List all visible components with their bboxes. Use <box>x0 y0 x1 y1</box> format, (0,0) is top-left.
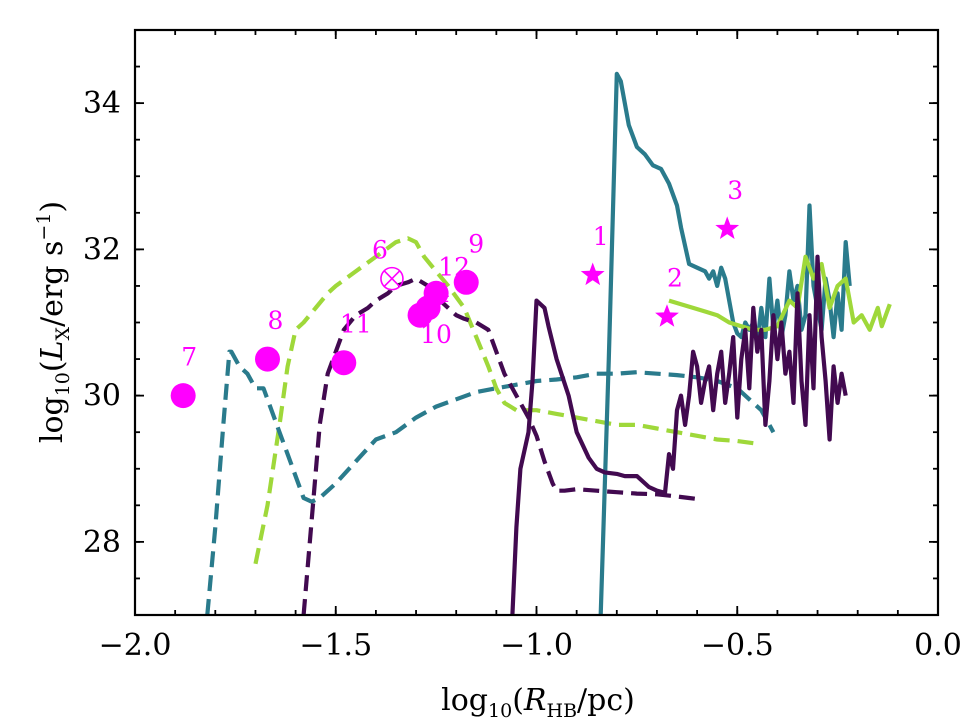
point-4-label: 4 <box>434 279 450 308</box>
y-label-base: 10 <box>52 372 74 396</box>
series-teal-dashed <box>205 349 776 615</box>
series-purple-solid <box>510 254 848 615</box>
point-7-label: 7 <box>181 343 197 372</box>
x-tick-label: −1.5 <box>299 628 372 663</box>
point-6-marker <box>380 266 404 291</box>
y-label-varsub: X <box>52 326 74 340</box>
y-tick-label: 30 <box>83 379 121 414</box>
point-6-label: 6 <box>372 236 388 265</box>
point-2-label: 2 <box>667 264 683 293</box>
x-axis-label: log10(RHB/pc) <box>441 683 635 722</box>
x-label-var: R <box>523 683 547 718</box>
y-axis-label: log10(LX/erg s−1) <box>33 201 74 443</box>
point-11-marker <box>331 350 357 376</box>
series-purple-dashed <box>301 276 702 615</box>
y-label-units: /erg s <box>35 241 70 327</box>
point-7-marker <box>170 383 196 409</box>
y-tick-label: 32 <box>83 232 121 267</box>
y-tick-label: 28 <box>83 525 121 560</box>
x-tick-label: −2.0 <box>99 628 172 663</box>
point-2-marker <box>655 304 679 327</box>
point-1-label: 1 <box>593 222 609 251</box>
point-11-label: 11 <box>340 310 372 339</box>
series-layer <box>205 71 892 615</box>
point-1-marker <box>580 262 605 286</box>
x-label-varsub: HB <box>547 700 578 722</box>
point-8-marker <box>254 346 280 372</box>
point-3-marker <box>715 216 740 239</box>
series-lime-solid <box>668 254 892 332</box>
x-label-open: ( <box>512 683 524 718</box>
y-label-close: ) <box>35 201 70 213</box>
y-tick-label: 34 <box>83 86 121 121</box>
x-label-prefix: log <box>441 683 488 718</box>
plot-frame <box>133 28 940 617</box>
x-tick-label: −1.0 <box>500 628 573 663</box>
y-label-var: L <box>35 340 70 361</box>
point-3-label: 3 <box>727 176 743 205</box>
point-8-label: 8 <box>268 306 284 335</box>
point-9-label: 9 <box>468 229 484 258</box>
x-label-units: /pc) <box>577 683 635 718</box>
y-label-open: ( <box>35 360 70 372</box>
series-lime-dashed <box>253 236 754 565</box>
point-10-label: 10 <box>420 320 452 349</box>
x-tick-label: 0.0 <box>914 628 962 663</box>
point-9-marker <box>453 269 479 295</box>
x-tick-label: −0.5 <box>701 628 774 663</box>
y-label-exp: −1 <box>33 213 55 241</box>
y-label-prefix: log <box>35 396 70 443</box>
point-10-marker <box>407 302 433 328</box>
x-label-base: 10 <box>488 700 512 722</box>
